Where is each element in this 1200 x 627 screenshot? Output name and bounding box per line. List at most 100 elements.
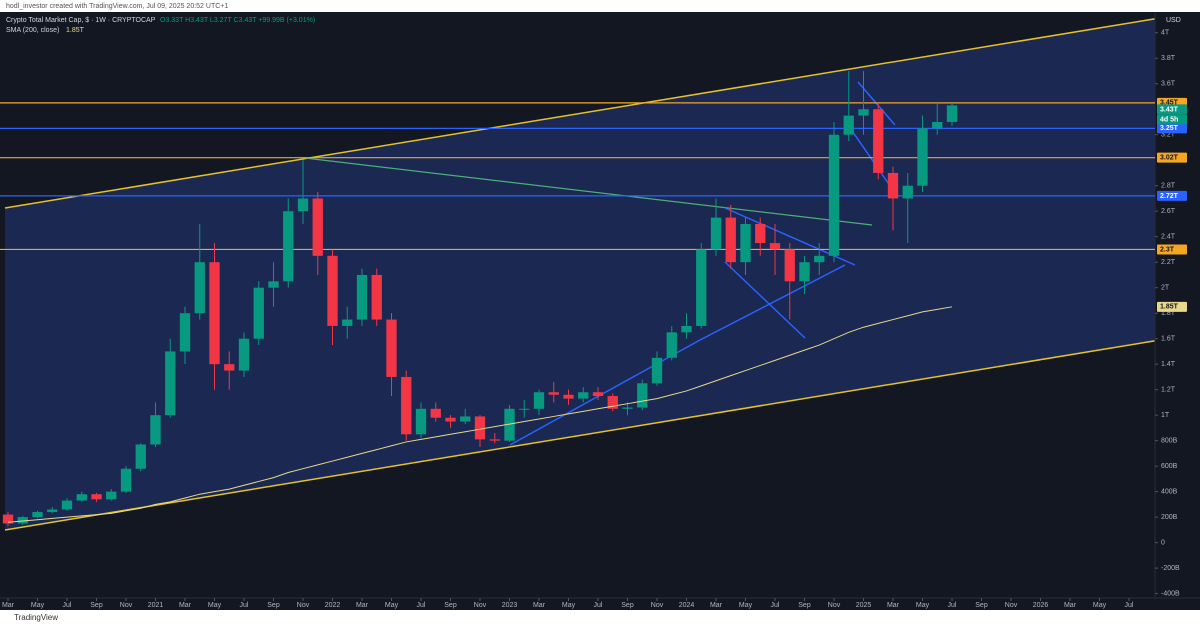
candle-body <box>828 134 840 256</box>
candle-body <box>651 357 663 384</box>
candle-body <box>578 392 589 399</box>
x-tick-label: Nov <box>651 602 664 609</box>
candle-body <box>592 392 604 397</box>
trend-line <box>699 264 846 341</box>
x-tick-label: Jul <box>63 602 72 609</box>
candle-body <box>47 509 58 513</box>
x-tick-label: Sep <box>267 602 280 609</box>
candle-body <box>504 408 515 441</box>
countdown: 4d 5h <box>1160 116 1178 123</box>
x-tick-label: Jul <box>771 602 780 609</box>
y-tick-label: -400B <box>1161 590 1180 597</box>
last-price-label: 3.43T <box>1160 106 1179 113</box>
x-tick-label: 2023 <box>502 602 518 609</box>
candle-body <box>858 109 869 116</box>
y-tick-label: 800B <box>1161 438 1178 445</box>
plot <box>0 70 1155 527</box>
candle-body <box>681 325 692 333</box>
x-tick-label: Jul <box>594 602 603 609</box>
sma-line <box>7 306 953 523</box>
level-label: 3.25T <box>1160 125 1179 132</box>
candle-body <box>297 198 309 212</box>
candle-body <box>489 439 500 441</box>
x-tick-label: May <box>385 602 399 609</box>
candle-body <box>873 109 884 173</box>
candle-body <box>445 417 456 422</box>
candle-body <box>710 217 722 250</box>
watermark: TradingView <box>14 613 58 622</box>
trend-line <box>724 261 806 339</box>
y-tick-label: 2.8T <box>1161 183 1176 190</box>
candle-body <box>474 416 486 440</box>
y-tick-label: 0 <box>1161 539 1165 546</box>
sma-label: 1.85T <box>1160 304 1179 311</box>
candle-body <box>2 514 14 524</box>
ohlc-legend: O3.33T H3.43T L3.27T C3.43T +99.99B (+3.… <box>160 17 315 24</box>
trend-line <box>304 157 873 226</box>
x-tick-label: 2025 <box>856 602 872 609</box>
x-tick-label: Jul <box>240 602 249 609</box>
credit: hodl_investor created with TradingView.c… <box>6 3 228 10</box>
y-tick-label: 2.4T <box>1161 234 1176 241</box>
x-tick-label: Sep <box>90 602 103 609</box>
x-tick-label: Jul <box>1125 602 1134 609</box>
level-label-box <box>1157 152 1187 163</box>
candle-body <box>725 217 736 263</box>
candle-body <box>342 319 353 326</box>
x-tick-label: Sep <box>621 602 634 609</box>
level-label: 3.45T <box>1160 100 1179 107</box>
candle-body <box>622 407 633 409</box>
channel-upper <box>4 18 1155 209</box>
candle-body <box>902 185 913 199</box>
level-label: 2.72T <box>1160 193 1179 200</box>
countdown-box <box>1157 114 1187 125</box>
y-tick-label: 1T <box>1161 412 1170 419</box>
candle-body <box>179 313 191 352</box>
y-tick-label: 3.2T <box>1161 132 1176 139</box>
candle-body <box>165 351 176 416</box>
candle-body <box>430 408 441 418</box>
candle-body <box>740 223 751 263</box>
candle-body <box>460 416 471 422</box>
level-label-box <box>1157 123 1187 134</box>
candle-body <box>209 262 220 365</box>
x-tick-label: Mar <box>533 602 546 609</box>
candle-body <box>224 364 235 371</box>
candle-body <box>887 172 899 199</box>
candle-body <box>637 383 648 408</box>
chart-title: Crypto Total Market Cap, $ · 1W · CRYPTO… <box>6 17 156 24</box>
candle-body <box>917 128 928 186</box>
candle-body <box>769 243 781 250</box>
x-tick-label: Nov <box>120 602 133 609</box>
x-tick-label: May <box>208 602 222 609</box>
x-tick-label: Jul <box>948 602 957 609</box>
candle-body <box>371 274 382 320</box>
candle-body <box>327 255 338 326</box>
x-tick-label: 2021 <box>148 602 164 609</box>
y-tick-label: 1.6T <box>1161 336 1176 343</box>
candle-body <box>268 281 279 288</box>
level-label-box <box>1157 190 1187 201</box>
sma-label-box <box>1157 301 1187 312</box>
x-tick-label: Nov <box>297 602 310 609</box>
y-tick-label: 600B <box>1161 463 1178 470</box>
y-tick-label: 1.4T <box>1161 361 1176 368</box>
x-tick-label: Nov <box>828 602 841 609</box>
channel-fill <box>5 18 1155 530</box>
indicator-name: SMA (200, close) <box>6 27 59 34</box>
y-tick-label: 2.6T <box>1161 208 1176 215</box>
x-tick-label: 2022 <box>325 602 341 609</box>
x-tick-label: Jul <box>417 602 426 609</box>
x-tick-label: May <box>739 602 753 609</box>
x-tick-label: May <box>916 602 930 609</box>
x-tick-label: Nov <box>474 602 487 609</box>
x-tick-label: Mar <box>2 602 15 609</box>
channel-lower <box>4 340 1155 531</box>
candle-body <box>784 249 795 282</box>
candle-body <box>17 517 28 524</box>
x-tick-label: May <box>1093 602 1107 609</box>
candle-body <box>312 198 323 256</box>
y-tick-label: 4T <box>1161 30 1170 37</box>
